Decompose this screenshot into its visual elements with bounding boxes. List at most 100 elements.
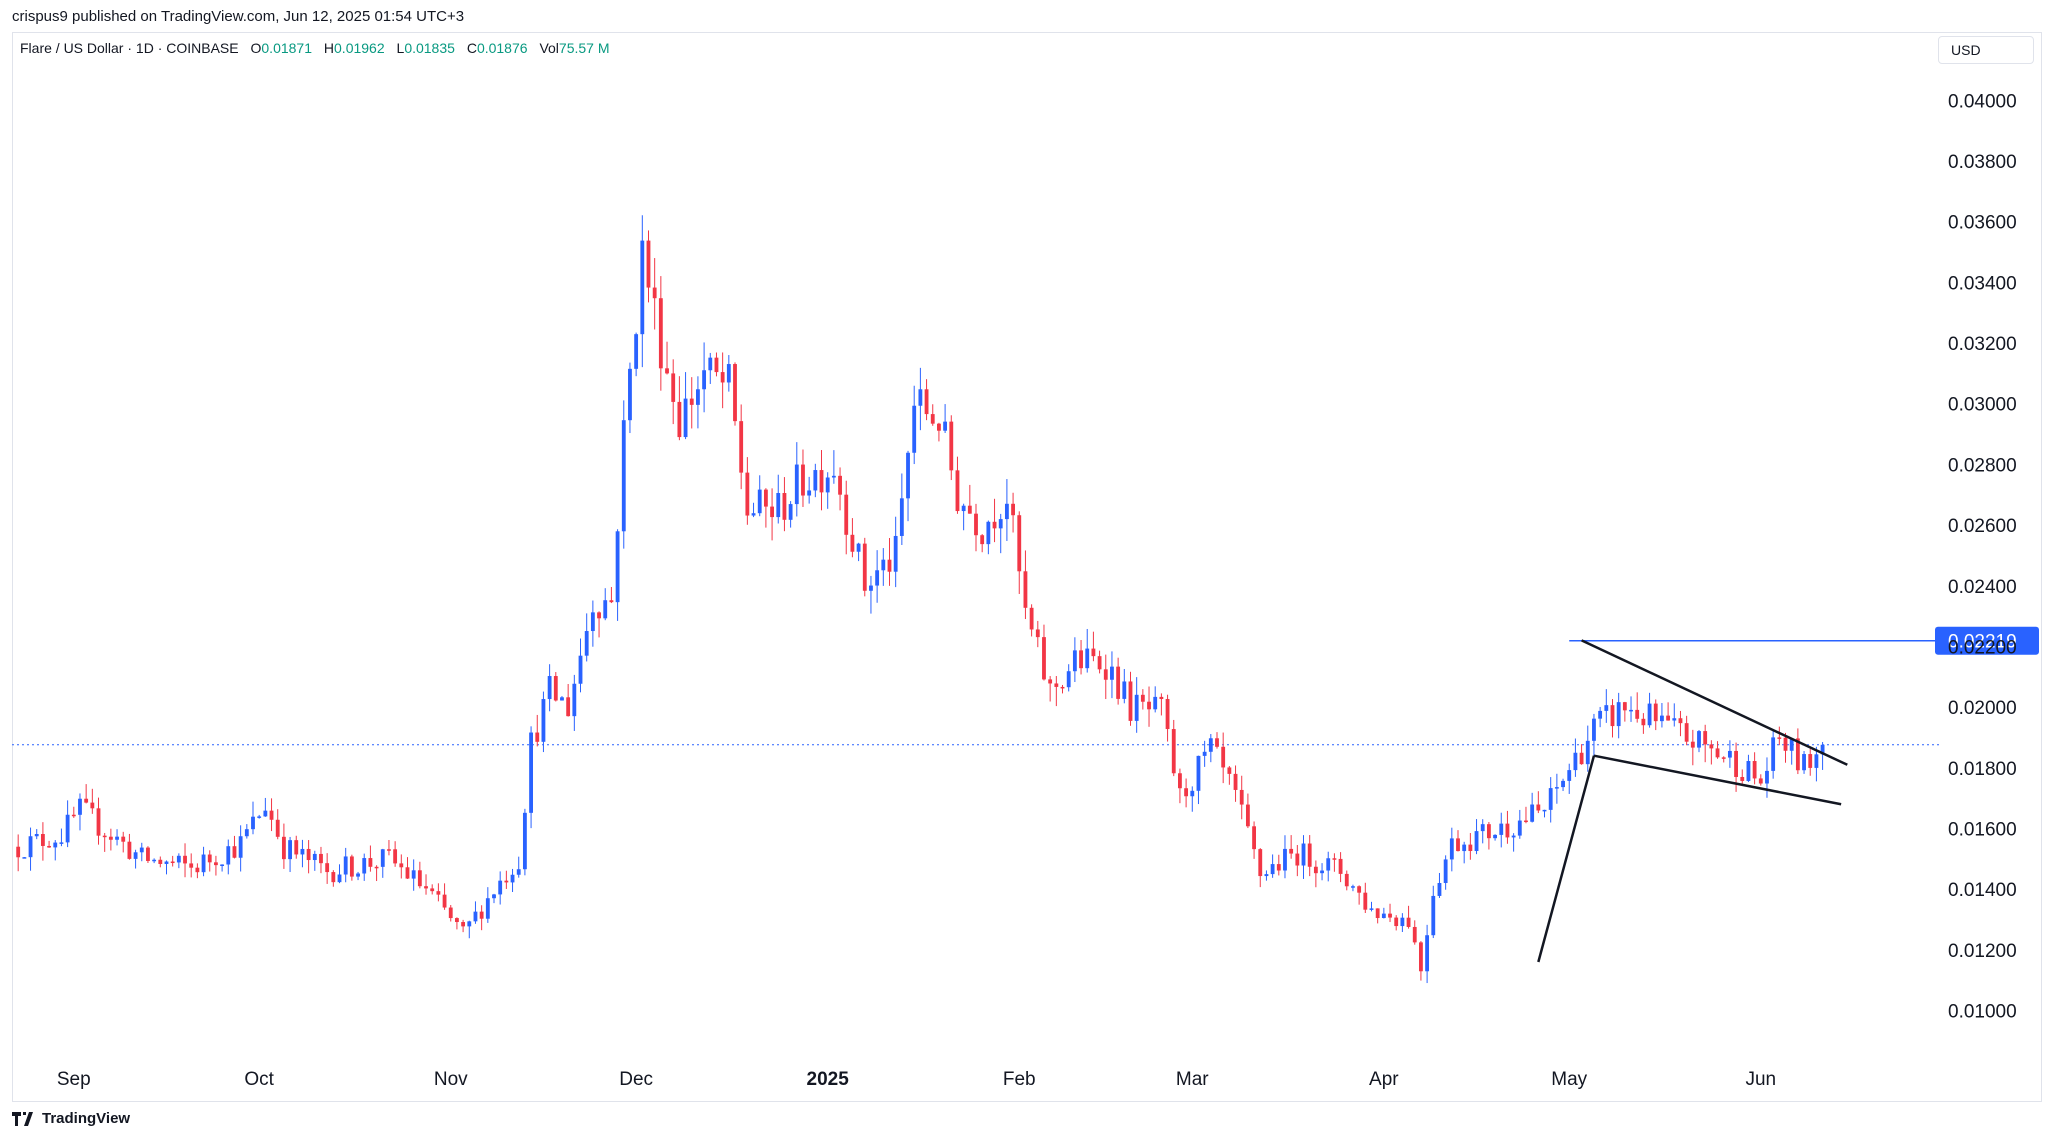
candle-body — [108, 836, 113, 840]
level-line-layer: 0.02219 — [1569, 626, 2039, 655]
candle-body — [1178, 773, 1182, 789]
symbol-title[interactable]: Flare / US Dollar · 1D · COINBASE — [20, 40, 239, 56]
candle-body — [102, 835, 107, 838]
candle-body — [1357, 886, 1362, 893]
y-tick-label: 0.01600 — [1948, 820, 2017, 841]
volume-label: Vol — [539, 40, 559, 56]
candle-body — [411, 870, 416, 879]
candle-body — [522, 812, 527, 870]
volume-value: 75.57 M — [558, 40, 610, 56]
trendlines-layer — [1537, 639, 1848, 963]
candle-body — [1777, 737, 1782, 739]
candle-body — [1375, 908, 1380, 919]
candle-body — [1524, 820, 1528, 823]
candle-body — [572, 683, 577, 717]
candle-body — [485, 898, 490, 919]
y-tick-label: 0.02000 — [1948, 698, 2017, 719]
candle-body — [943, 421, 948, 431]
candle-body — [510, 874, 515, 883]
candle-body — [584, 631, 589, 656]
candle-body — [498, 880, 503, 895]
candle-body — [455, 918, 459, 923]
candle-body — [16, 846, 21, 858]
candle-body — [1029, 607, 1034, 630]
candle-body — [176, 855, 181, 863]
candle-body — [139, 847, 144, 853]
candle-body — [1227, 767, 1232, 774]
y-tick-label: 0.02400 — [1948, 577, 2017, 598]
candle-body — [1332, 858, 1337, 860]
y-tick-label: 0.03200 — [1948, 334, 2017, 355]
candle-body — [992, 521, 997, 529]
candle-body — [28, 836, 33, 858]
candle-body — [646, 240, 651, 288]
candle-body — [1381, 913, 1386, 919]
candle-body — [207, 854, 212, 863]
candle-body — [578, 655, 583, 684]
candle-body — [1159, 696, 1164, 700]
candle-body — [1672, 718, 1677, 721]
y-tick-label: 0.01800 — [1948, 759, 2017, 780]
x-tick-label: Jun — [1745, 1069, 1776, 1090]
candle-body — [1412, 926, 1417, 943]
candle-body — [1103, 669, 1108, 680]
candle-body — [1604, 705, 1609, 711]
candle-body — [702, 370, 707, 390]
candle-body — [566, 697, 571, 717]
candle-body — [183, 855, 187, 864]
y-axis[interactable]: 0.04000 0.03800 0.03600 0.03400 0.03200 0.030… — [1948, 91, 2017, 1022]
candle-body — [133, 852, 138, 859]
candle-body — [1184, 788, 1189, 797]
candle-body — [492, 894, 496, 899]
candle-body — [1054, 683, 1059, 687]
candle-body — [146, 847, 150, 861]
x-tick-label: Dec — [619, 1069, 653, 1090]
chart-frame — [12, 32, 2042, 1102]
candle-body — [1437, 882, 1442, 896]
candle-body — [1808, 754, 1813, 768]
candle-body — [1338, 858, 1343, 874]
candle-body — [238, 836, 243, 858]
candle-body — [751, 513, 756, 516]
candle-body — [1666, 715, 1671, 721]
candle-body — [1486, 824, 1491, 839]
candle-body — [980, 535, 985, 545]
tradingview-brand[interactable]: TradingView — [12, 1110, 130, 1127]
candle-body — [1048, 679, 1053, 684]
close-value: 0.01876 — [476, 40, 528, 56]
candle-body — [1035, 629, 1040, 638]
candle-body — [1190, 790, 1195, 797]
candle-body — [1573, 752, 1578, 771]
candle-body — [1783, 737, 1788, 751]
candle-body — [405, 867, 410, 879]
candle-body — [115, 836, 119, 840]
candle-body — [1202, 751, 1207, 756]
candle-body — [881, 559, 886, 571]
candle-body — [875, 570, 880, 586]
y-tick-label: 0.03600 — [1948, 213, 2017, 234]
candle-body — [961, 505, 966, 512]
candle-body — [1690, 741, 1695, 748]
candle-body — [1326, 858, 1331, 871]
candle-body — [121, 836, 126, 842]
candle-body — [1406, 917, 1411, 927]
candle-body — [127, 841, 132, 859]
x-axis[interactable]: Sep Oct Nov Dec 2025 Feb Mar Apr May Jun — [57, 1069, 1776, 1090]
candle-body — [257, 816, 262, 818]
candle-body — [40, 834, 45, 846]
candle-body — [1289, 848, 1294, 854]
candle-body — [479, 911, 484, 919]
y-tick-label: 0.02200 — [1948, 637, 2017, 658]
candle-body — [615, 531, 620, 603]
candle-body — [1313, 866, 1318, 874]
candle-body — [65, 814, 70, 843]
currency-button[interactable]: USD — [1938, 36, 2034, 64]
candles-layer — [16, 215, 1825, 984]
candle-body — [1122, 681, 1127, 699]
candle-body — [986, 521, 991, 545]
candle-body — [1616, 702, 1621, 727]
candle-body — [813, 470, 818, 491]
candle-body — [1011, 503, 1015, 516]
candle-body — [665, 368, 669, 374]
